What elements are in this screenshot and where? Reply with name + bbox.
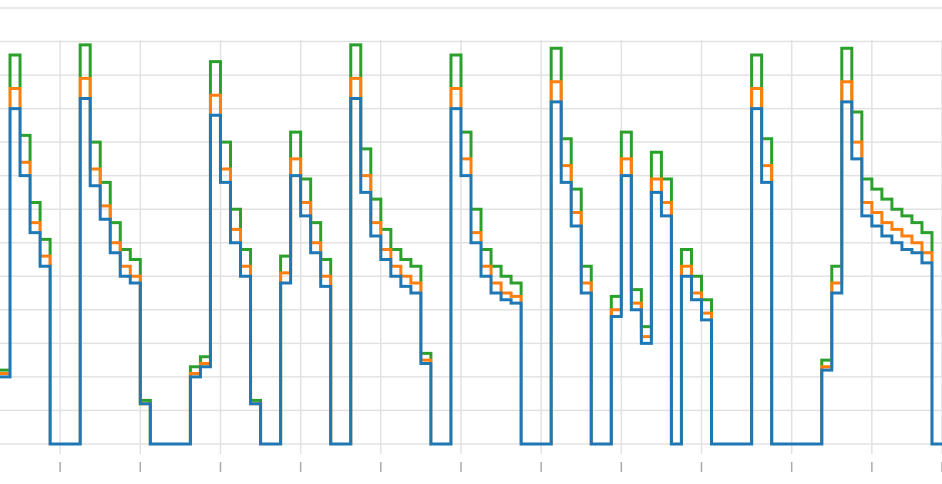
grid bbox=[0, 7, 942, 454]
series-group bbox=[0, 43, 942, 446]
series-line-0 bbox=[0, 97, 942, 446]
x-axis-ticks bbox=[59, 462, 942, 472]
